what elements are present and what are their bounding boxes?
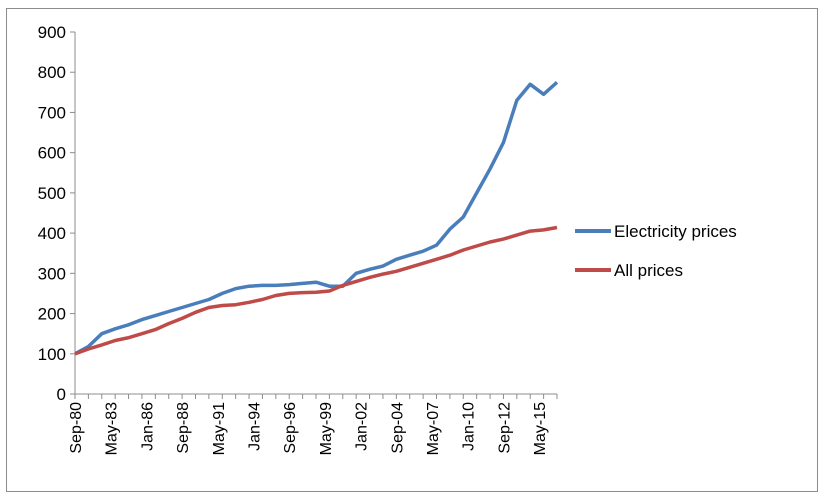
y-tick-label: 100 [38, 345, 66, 364]
x-tick-label: Sep-04 [389, 402, 406, 454]
x-tick-label: May-99 [318, 402, 335, 455]
legend-label-1: All prices [614, 261, 683, 280]
y-tick-label: 900 [38, 23, 66, 42]
series-line-1 [74, 225, 558, 356]
y-tick-label: 300 [38, 264, 66, 283]
legend: Electricity prices All prices [575, 222, 737, 280]
y-tick-label: 200 [38, 305, 66, 324]
y-tick-label: 0 [57, 385, 66, 404]
x-tick-label: May-07 [425, 402, 442, 455]
y-tick-label: 500 [38, 184, 66, 203]
x-tick-label: Jan-86 [139, 402, 156, 451]
y-tick-label: 800 [38, 63, 66, 82]
x-tick-label: May-83 [104, 402, 121, 455]
x-tick-label: May-91 [211, 402, 228, 455]
y-tick-label: 400 [38, 224, 66, 243]
x-tick-label: Jan-10 [461, 402, 478, 451]
x-tick-label: Sep-12 [496, 402, 513, 454]
x-tick-label: Sep-80 [68, 402, 85, 454]
series-line-0 [74, 80, 559, 356]
x-tick-label: Jan-94 [247, 402, 264, 451]
y-tick-label: 600 [38, 144, 66, 163]
chart-frame [6, 8, 818, 492]
legend-label-0: Electricity prices [614, 222, 737, 241]
x-tick-label: May-15 [532, 402, 549, 455]
x-tick-label: Sep-96 [282, 402, 299, 454]
series-lines [74, 80, 559, 356]
y-tick-label: 700 [38, 103, 66, 122]
x-tick-label: Jan-02 [354, 402, 371, 451]
x-tick-label: Sep-88 [175, 402, 192, 454]
axes: 0 100 200 300 400 500 600 700 800 900 Sep-80 May-83… [38, 23, 558, 455]
